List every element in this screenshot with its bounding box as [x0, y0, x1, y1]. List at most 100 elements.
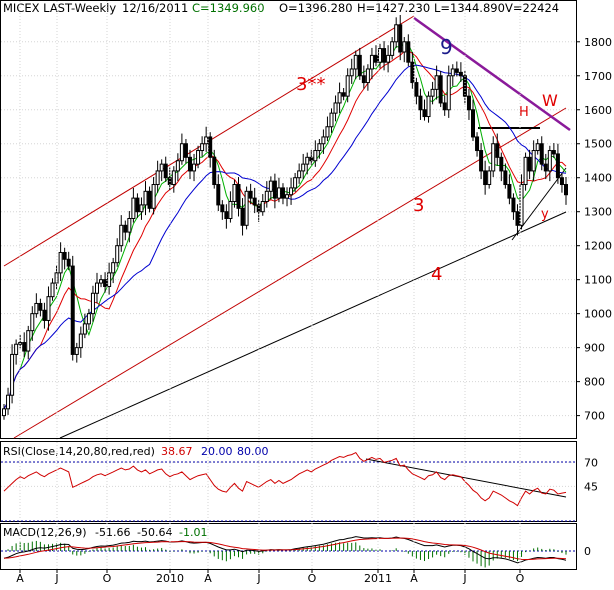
price-candle — [519, 174, 524, 230]
price-candle — [414, 77, 419, 105]
price-pane — [0, 0, 577, 439]
price-candle — [349, 58, 354, 84]
price-candle — [187, 149, 192, 180]
price-candle — [127, 211, 132, 243]
rsi-line — [3, 451, 567, 507]
price-candle — [208, 132, 213, 168]
price-candle — [268, 176, 273, 200]
price-candle — [139, 197, 144, 220]
price-candle — [458, 62, 463, 82]
price-tick-label: 900 — [584, 342, 605, 355]
x-tick-label: A — [204, 572, 212, 585]
price-candle — [564, 177, 568, 205]
wave-label-3: 3 — [413, 195, 424, 216]
price-candle — [555, 143, 560, 184]
price-candle — [94, 272, 99, 304]
price-tick-label: 1400 — [584, 172, 612, 185]
price-candle — [551, 143, 556, 159]
macd-tick-label: 0 — [584, 545, 591, 558]
price-candle — [228, 191, 233, 223]
price-candle — [547, 145, 552, 182]
lower-channel-line — [13, 107, 567, 439]
price-candle — [22, 332, 27, 358]
price-candle — [357, 47, 362, 80]
x-tick-label: O — [103, 572, 112, 585]
price-candle — [422, 99, 427, 121]
price-candle — [131, 187, 136, 223]
price-candle — [183, 138, 188, 164]
wave-label-w: W — [542, 91, 558, 110]
rsi-value: 38.67 — [161, 445, 193, 458]
x-tick-label: O — [516, 572, 525, 585]
x-tick-label: 2010 — [156, 572, 184, 585]
price-candle — [365, 64, 370, 91]
price-candle — [418, 88, 423, 120]
price-candle — [301, 153, 306, 180]
header-open: O=1396.280 — [279, 1, 353, 15]
price-candle — [38, 298, 43, 317]
price-candle — [438, 71, 443, 108]
price-candle — [531, 140, 536, 182]
price-candle — [285, 187, 290, 207]
price-candle — [430, 81, 435, 105]
price-candle — [70, 255, 75, 361]
price-tick-label: 1500 — [584, 138, 612, 151]
price-candle — [74, 342, 79, 363]
price-candle — [317, 138, 322, 159]
price-candle — [151, 177, 156, 215]
price-candle — [527, 149, 532, 180]
header-close: C=1349.960 — [192, 1, 265, 15]
price-candle — [248, 183, 253, 205]
x-tick-label: 2011 — [364, 572, 392, 585]
price-candle — [14, 339, 19, 365]
price-candle — [543, 153, 548, 180]
wave-label-h: H — [519, 105, 529, 120]
price-axis-ticks: 700 800 900 1000 1100 1200 1300 1400 1500 1600 170… — [576, 36, 612, 423]
price-candle — [86, 308, 91, 330]
macd-signal-line — [3, 537, 567, 560]
macd-label-text: MACD(12,26,9) — [3, 526, 87, 539]
price-candle — [390, 37, 395, 60]
price-candle — [220, 200, 225, 220]
price-candle — [402, 37, 407, 63]
price-candle — [119, 215, 124, 252]
price-candle — [398, 14, 403, 61]
price-candle — [450, 64, 455, 86]
price-candle — [236, 177, 241, 217]
price-candle — [309, 149, 314, 165]
price-candle — [483, 160, 488, 195]
price-candle — [135, 193, 140, 218]
chart-header: MICEX LAST-Weekly 12/16/2011 C=1349.960 … — [3, 1, 559, 15]
macd-hist-value: -1.01 — [179, 526, 207, 539]
price-candle — [58, 242, 63, 282]
price-tick-label: 700 — [584, 410, 605, 423]
rsi-pane — [0, 441, 577, 522]
header-high: H=1427.230 — [357, 1, 430, 15]
price-candle — [196, 145, 201, 169]
price-candle — [511, 193, 516, 220]
price-candle — [378, 43, 383, 69]
macd-value: -51.66 — [95, 526, 130, 539]
price-candle — [454, 61, 459, 77]
price-tick-label: 1200 — [584, 240, 612, 253]
ma-slow-blue — [3, 64, 567, 410]
price-candle — [475, 132, 480, 157]
price-candle — [446, 65, 451, 118]
rsi-label-text: RSI(Close,14,20,80,red,red) — [3, 445, 155, 458]
price-tick-label: 800 — [584, 376, 605, 389]
price-candle — [276, 177, 281, 203]
price-candle — [155, 160, 160, 193]
price-candle — [163, 156, 168, 182]
x-tick-label: A — [410, 572, 418, 585]
wave-label-y: y — [541, 207, 549, 222]
price-candle — [491, 136, 496, 178]
rsi-lower-level: 20.00 — [201, 445, 233, 458]
price-candle — [487, 166, 492, 189]
wave-annotations: 3** 3 4 9 W H y — [296, 35, 558, 285]
price-candle — [147, 186, 152, 213]
price-candle — [313, 140, 318, 167]
price-candle — [297, 163, 302, 184]
price-candle — [369, 47, 374, 80]
